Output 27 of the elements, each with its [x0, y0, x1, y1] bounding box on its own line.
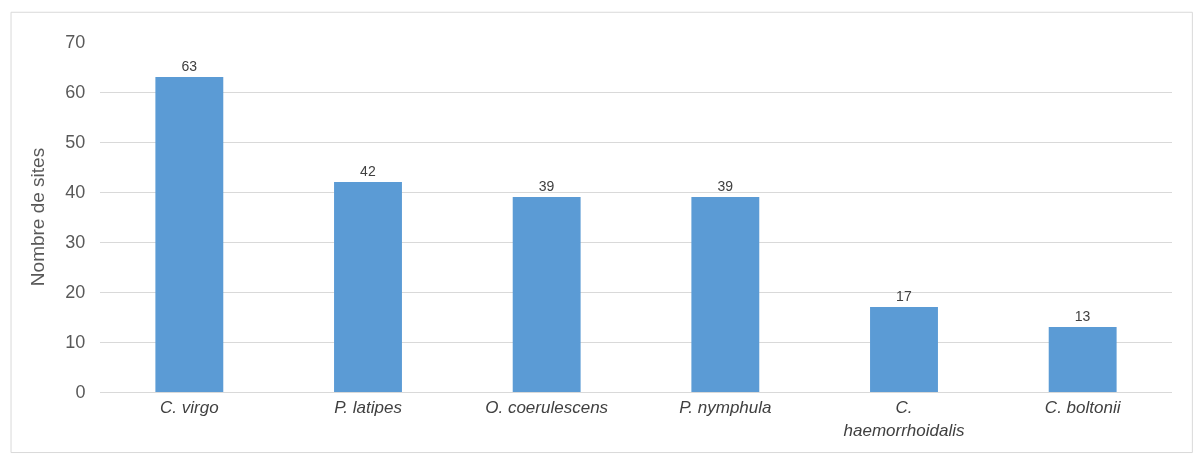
data-label: 39 — [717, 178, 734, 194]
y-tick-label: 50 — [65, 132, 86, 153]
x-tick-label: P. nymphula — [679, 398, 772, 418]
x-tick-label: C. virgo — [160, 398, 219, 418]
y-tick-label: 60 — [65, 82, 86, 103]
y-tick-label: 20 — [65, 282, 86, 303]
x-tick-label: C. haemorrhoidalis — [843, 398, 965, 440]
y-tick-label: 30 — [65, 232, 86, 253]
y-tick-label: 0 — [75, 382, 86, 403]
data-label: 17 — [896, 288, 912, 304]
x-tick-label: P. latipes — [334, 398, 403, 418]
bar — [1048, 327, 1117, 392]
bar — [691, 197, 760, 392]
data-label: 39 — [538, 178, 555, 194]
x-tick-label: O. coerulescens — [485, 398, 609, 418]
bar — [512, 197, 581, 392]
data-label: 63 — [181, 58, 198, 74]
bar — [870, 307, 938, 392]
y-tick-label: 40 — [65, 182, 86, 203]
x-tick-label: C. boltonii — [1044, 398, 1122, 418]
bar — [334, 182, 402, 392]
y-tick-label: 10 — [65, 332, 86, 353]
y-axis-title: Nombre de sites — [27, 147, 49, 287]
data-label: 42 — [360, 163, 376, 179]
bar — [155, 77, 224, 392]
y-tick-label: 70 — [65, 32, 86, 53]
data-label: 13 — [1074, 308, 1091, 324]
